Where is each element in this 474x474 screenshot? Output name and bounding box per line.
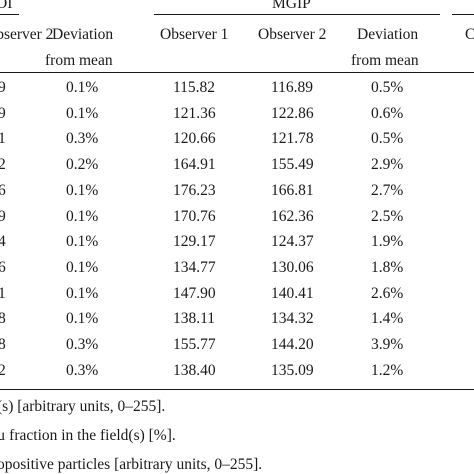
top-rule-left (0, 14, 19, 15)
cell-deviation: 0.5% (371, 130, 404, 147)
group-label-mgip: MGIP (272, 0, 311, 12)
cell-deviation: 1.9% (371, 233, 404, 250)
cell-observer2: 130.06 (271, 259, 314, 276)
cell-left-observer2: 8 (0, 336, 6, 353)
cell-deviation: 2.9% (371, 156, 404, 173)
cell-left-deviation: 0.2% (66, 156, 99, 173)
cell-left-deviation: 0.3% (66, 336, 99, 353)
cell-deviation: 2.6% (371, 285, 404, 302)
cell-left-deviation: 0.1% (66, 259, 99, 276)
cell-observer2: 134.32 (271, 310, 314, 327)
cell-deviation: 1.2% (371, 362, 404, 379)
cell-observer2: 140.41 (271, 285, 314, 302)
cell-left-deviation: 0.1% (66, 233, 99, 250)
header-mgip-deviation-line2: from mean (351, 52, 419, 69)
cell-observer1: 134.77 (173, 259, 216, 276)
cell-left-observer2: 2 (0, 156, 6, 173)
cell-left-observer2: 6 (0, 259, 6, 276)
header-mgip-deviation: Deviation (357, 26, 419, 43)
cell-observer2: 166.81 (271, 182, 314, 199)
cell-observer1: 138.11 (173, 310, 216, 327)
cell-left-observer2: 9 (0, 208, 6, 225)
header-mgip-observer2: Observer 2 (258, 26, 327, 43)
cell-left-deviation: 0.3% (66, 362, 99, 379)
cell-observer2: 144.20 (271, 336, 314, 353)
cell-deviation: 0.5% (371, 79, 404, 96)
cell-left-deviation: 0.1% (66, 208, 99, 225)
cell-observer2: 121.78 (271, 130, 314, 147)
cell-observer1: 147.90 (173, 285, 216, 302)
footnote-3: opositive particles [arbitrary units, 0–… (0, 456, 263, 473)
header-left-observer2: Observer 2 (0, 26, 54, 43)
cell-observer1: 155.77 (173, 336, 216, 353)
header-right-group: C (465, 26, 474, 43)
footnote-1: (s) [arbitrary units, 0–255]. (0, 398, 166, 415)
cell-observer1: 129.17 (173, 233, 216, 250)
cell-left-observer2: 6 (0, 182, 6, 199)
cell-left-observer2: 4 (0, 233, 6, 250)
cell-observer2: 116.89 (271, 79, 314, 96)
cell-deviation: 3.9% (371, 336, 404, 353)
cell-observer1: 164.91 (173, 156, 216, 173)
footnote-2: μ fraction in the field(s) [%]. (0, 427, 176, 444)
cell-left-deviation: 0.1% (66, 105, 99, 122)
cell-left-deviation: 0.1% (66, 285, 99, 302)
cell-deviation: 2.5% (371, 208, 404, 225)
group-label-left: OI (0, 0, 13, 12)
cell-observer1: 115.82 (173, 79, 216, 96)
header-left-deviation: Deviation (52, 26, 114, 43)
cell-left-observer2: 8 (0, 310, 6, 327)
cell-observer2: 162.36 (271, 208, 314, 225)
cell-observer1: 176.23 (173, 182, 216, 199)
cell-deviation: 1.4% (371, 310, 404, 327)
cell-observer1: 138.40 (173, 362, 216, 379)
cell-deviation: 0.6% (371, 105, 404, 122)
cell-left-observer2: 9 (0, 105, 6, 122)
cell-left-deviation: 0.1% (66, 310, 99, 327)
cell-deviation: 2.7% (371, 182, 404, 199)
top-rule-right (452, 14, 474, 15)
cell-left-observer2: 1 (0, 130, 6, 147)
cell-left-deviation: 0.3% (66, 130, 99, 147)
cell-observer1: 120.66 (173, 130, 216, 147)
cell-observer1: 170.76 (173, 208, 216, 225)
cell-left-observer2: 1 (0, 285, 6, 302)
cell-left-observer2: 9 (0, 79, 6, 96)
cell-deviation: 1.8% (371, 259, 404, 276)
cell-left-observer2: 2 (0, 362, 6, 379)
cell-observer2: 135.09 (271, 362, 314, 379)
cell-left-deviation: 0.1% (66, 79, 99, 96)
cell-observer2: 124.37 (271, 233, 314, 250)
table-bottom-rule (0, 389, 474, 390)
cell-observer1: 121.36 (173, 105, 216, 122)
header-left-deviation-line2: from mean (45, 52, 113, 69)
cell-left-deviation: 0.1% (66, 182, 99, 199)
top-rule-mgip (154, 14, 440, 15)
cell-observer2: 122.86 (271, 105, 314, 122)
cell-observer2: 155.49 (271, 156, 314, 173)
header-mgip-observer1: Observer 1 (160, 26, 229, 43)
header-bottom-rule (0, 72, 474, 73)
